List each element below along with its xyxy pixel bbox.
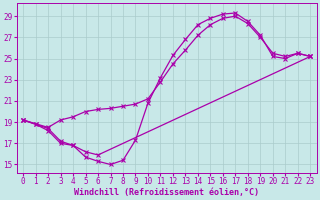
- X-axis label: Windchill (Refroidissement éolien,°C): Windchill (Refroidissement éolien,°C): [74, 188, 259, 197]
